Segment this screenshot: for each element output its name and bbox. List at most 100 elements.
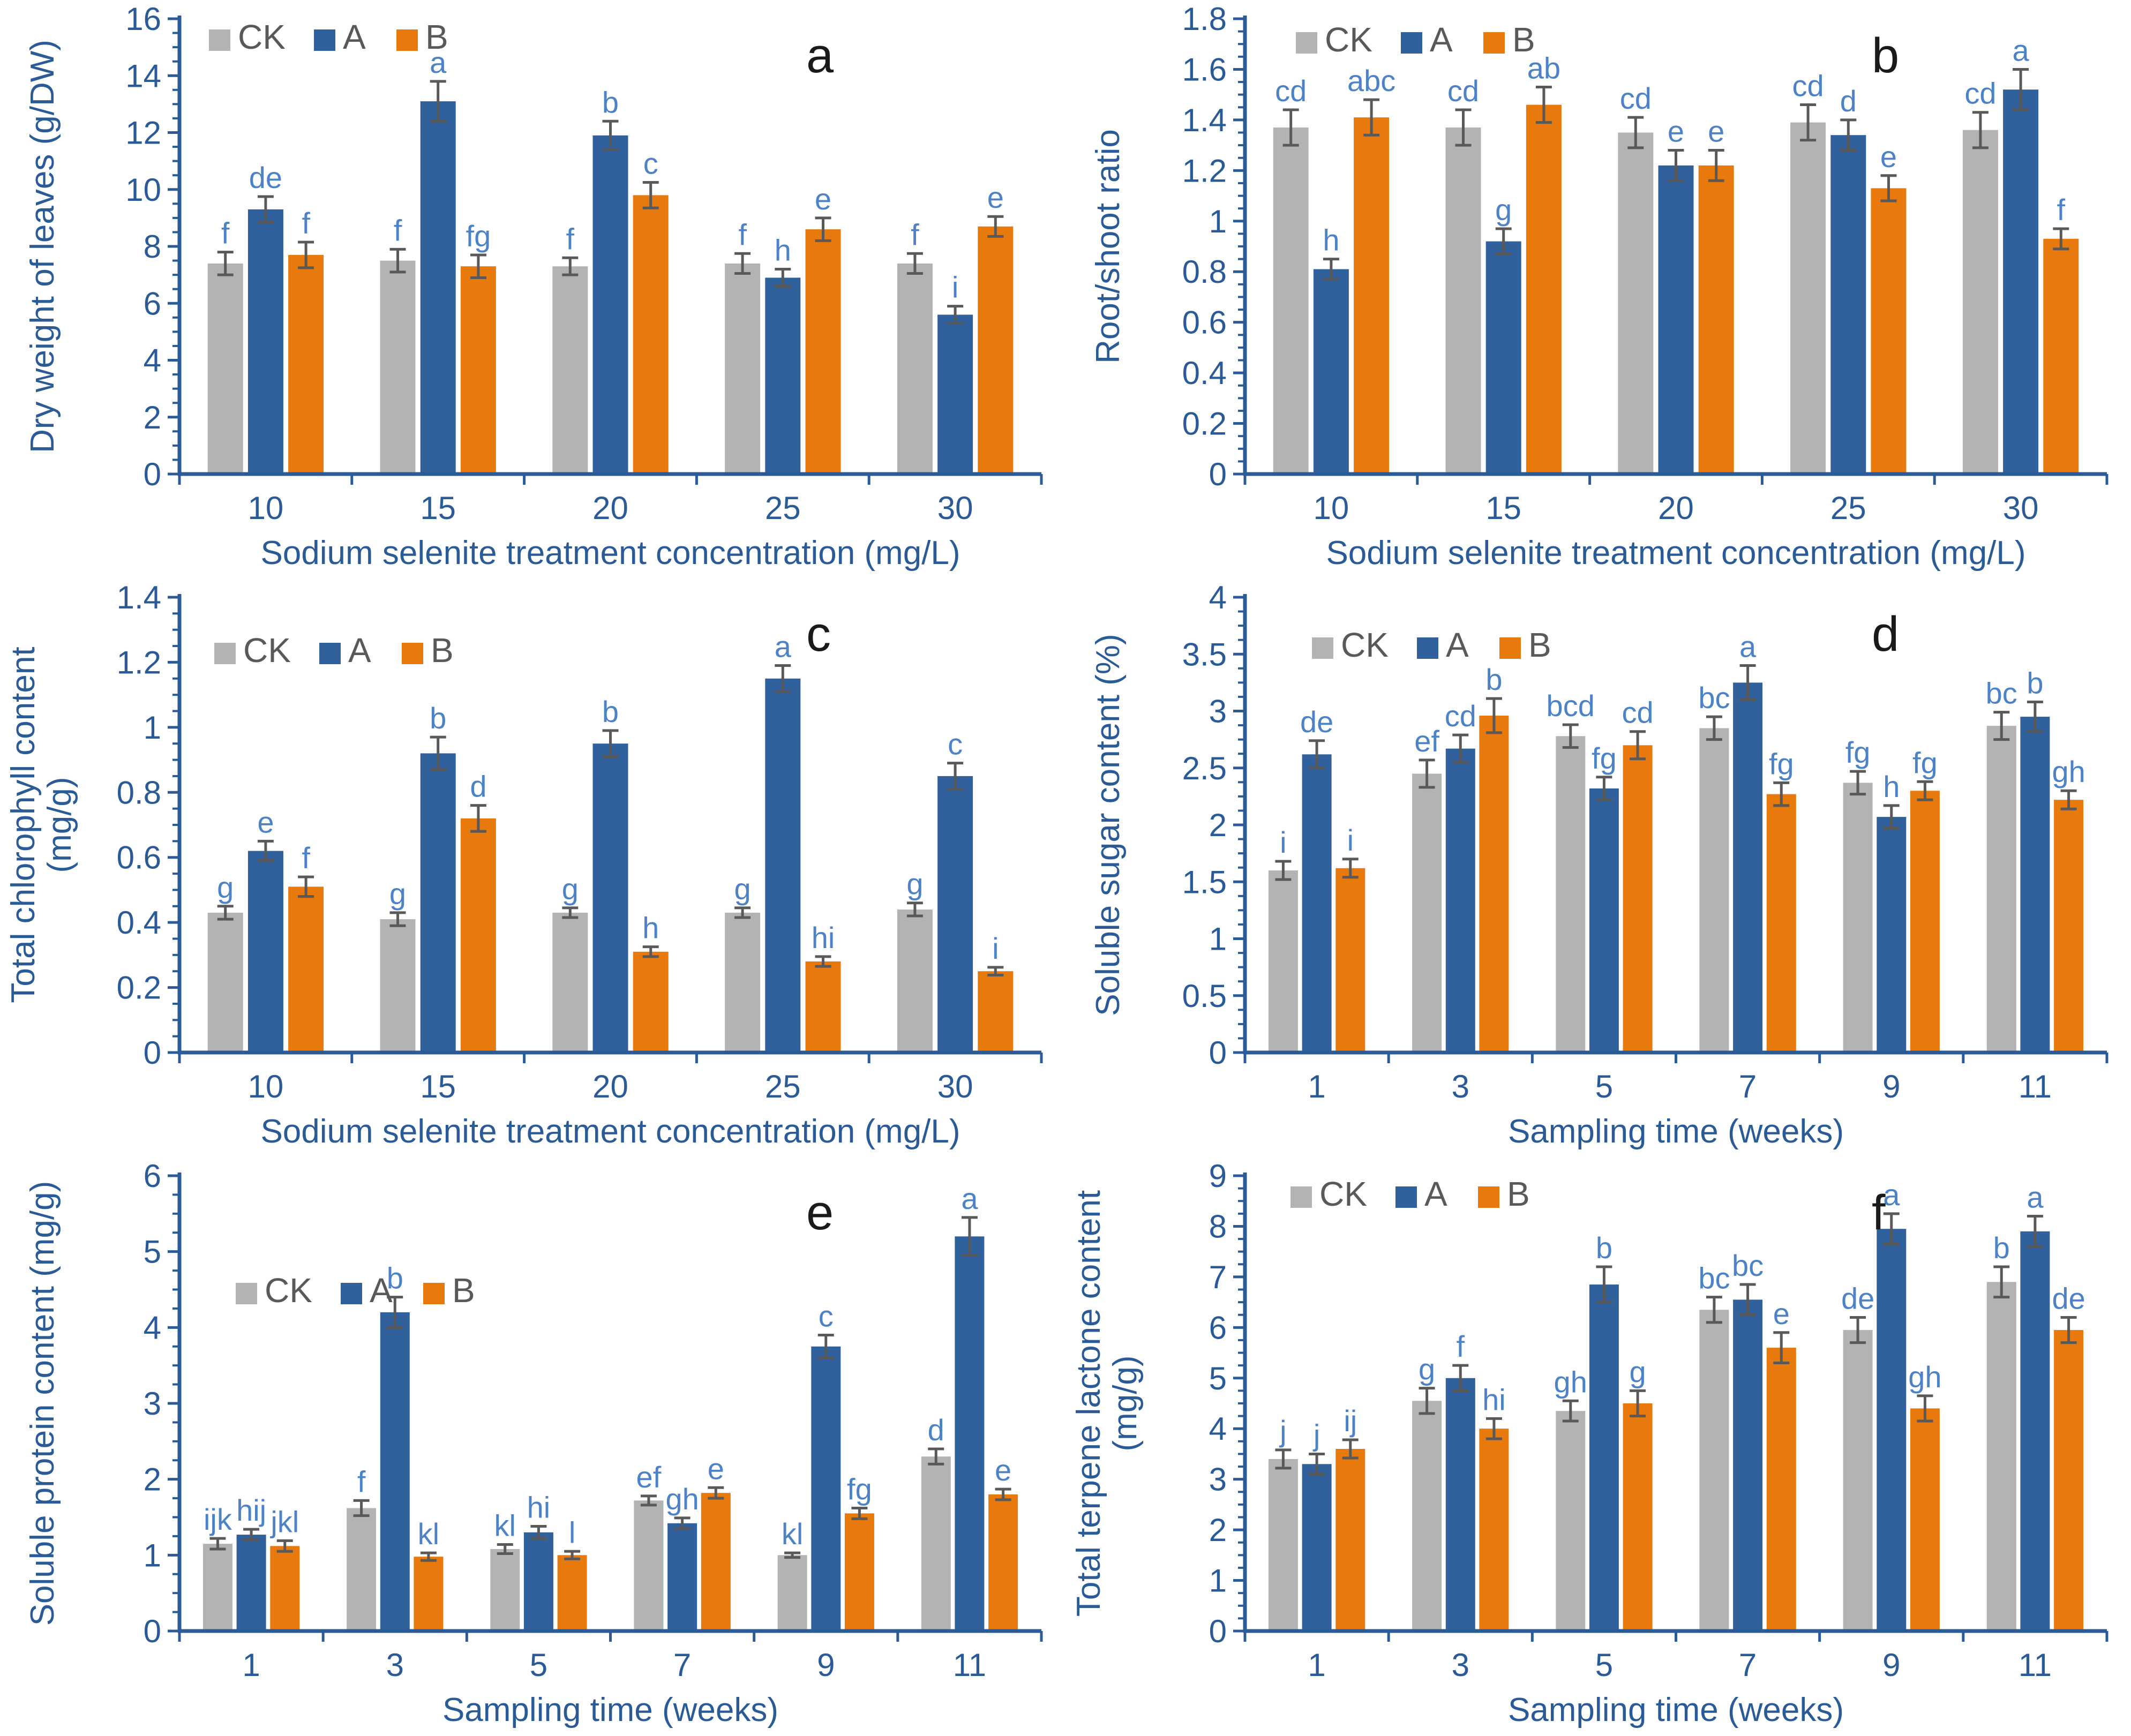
x-tick-label: 9 — [1882, 1647, 1900, 1683]
sig-letter: g — [734, 872, 751, 906]
sig-letter: h — [642, 911, 659, 945]
bar-A-15 — [1485, 241, 1521, 474]
sig-letter: cd — [1447, 74, 1479, 108]
x-tick-label: 15 — [420, 1069, 456, 1104]
bar-B-11 — [2054, 1330, 2084, 1631]
bar-CK-20 — [552, 912, 588, 1053]
y-tick-label: 5 — [144, 1234, 161, 1270]
sig-letter: ef — [636, 1460, 662, 1494]
bar-CK-3 — [347, 1508, 377, 1631]
y-tick-label: 4 — [1209, 580, 1227, 615]
error-bars — [1282, 67, 2069, 281]
bar-B-11 — [2054, 800, 2084, 1053]
bar-B-5 — [1623, 745, 1653, 1053]
bar-A-11 — [2020, 717, 2050, 1053]
y-tick-label: 0.2 — [1182, 406, 1227, 442]
x-ticks: 1 3 5 7 9 11 — [178, 1631, 1043, 1683]
legend-label: CK — [265, 1271, 312, 1310]
panel-letter: b — [1872, 28, 1899, 83]
x-tick-label: 30 — [937, 1069, 973, 1104]
y-tick-label: 16 — [125, 1, 161, 37]
legend-swatch-B — [1478, 1186, 1499, 1208]
sig-letter: g — [389, 877, 406, 911]
bar-CK-20 — [552, 266, 588, 474]
x-tick-label: 25 — [1830, 490, 1866, 526]
sig-letter: b — [2027, 666, 2043, 700]
x-ticks: 10 15 20 25 30 — [1243, 474, 2109, 526]
sig-letter: a — [775, 630, 792, 664]
legend-swatch-B — [1499, 637, 1521, 659]
sig-letter: a — [430, 46, 447, 79]
bar-CK-1 — [1268, 1459, 1298, 1631]
bar-B-30 — [2043, 238, 2079, 474]
bar-B-1 — [270, 1546, 300, 1631]
sig-letter: e — [708, 1452, 724, 1485]
y-tick-label: 1.4 — [117, 580, 161, 615]
bar-CK-5 — [490, 1549, 520, 1631]
y-ticks: 0 2 4 6 8 10 12 14 16 — [125, 1, 179, 492]
y-tick-label: 1 — [144, 710, 161, 746]
sig-letter: i — [1347, 823, 1354, 857]
sig-letter: b — [602, 85, 619, 119]
y-tick-label: 0 — [144, 456, 161, 492]
x-tick-label: 25 — [765, 1069, 801, 1104]
error-bars — [1275, 664, 2077, 881]
bar-CK-7 — [634, 1500, 664, 1631]
sig-letter: bc — [1732, 1249, 1764, 1282]
x-ticks: 10 15 20 25 30 — [178, 1053, 1043, 1104]
sig-letter: e — [815, 182, 831, 216]
x-tick-label: 3 — [1452, 1647, 1469, 1683]
bar-A-20 — [592, 743, 628, 1053]
legend-swatch-A — [1401, 32, 1422, 54]
legend: CK A B — [209, 18, 448, 56]
sig-letter: d — [470, 770, 486, 803]
bar-A-5 — [523, 1532, 553, 1631]
axes — [1243, 1173, 2107, 1633]
sig-letter: e — [987, 181, 1004, 214]
y-axis-title: Soluble sugar content (%) — [1090, 634, 1127, 1016]
bar-B-3 — [414, 1557, 444, 1631]
bar-CK-10 — [207, 263, 243, 474]
sig-letter: j — [1279, 1414, 1286, 1448]
x-axis-title: Sampling time (weeks) — [442, 1692, 778, 1729]
legend-swatch-CK — [214, 643, 236, 664]
bar-B-30 — [978, 971, 1014, 1053]
legend-label: B — [1512, 20, 1535, 59]
bar-CK-1 — [202, 1544, 232, 1631]
legend-swatch-A — [341, 1283, 362, 1304]
bar-CK-25 — [725, 263, 761, 474]
bar-CK-3 — [1412, 773, 1442, 1053]
panel-letter: a — [806, 28, 834, 83]
bar-A-10 — [247, 209, 283, 474]
bar-B-3 — [1479, 716, 1509, 1053]
sig-letter: a — [2027, 1181, 2044, 1214]
sig-letter: ef — [1414, 724, 1439, 758]
legend-swatch-A — [1395, 1186, 1417, 1208]
sig-letter: f — [738, 217, 747, 251]
sig-letter: fg — [1769, 747, 1794, 780]
bar-CK-9 — [777, 1555, 807, 1631]
y-tick-label: 0.5 — [1182, 978, 1227, 1014]
bar-B-20 — [633, 951, 669, 1053]
bar-B-1 — [1335, 868, 1365, 1053]
bar-A-3 — [1445, 1378, 1475, 1631]
bar-CK-5 — [1556, 1411, 1586, 1631]
y-tick-label: 2 — [144, 400, 161, 435]
legend-swatch-B — [1483, 32, 1505, 54]
bar-B-15 — [460, 818, 496, 1053]
sig-letter: de — [2052, 1281, 2085, 1315]
x-tick-label: 10 — [248, 490, 284, 526]
y-ticks: 0 0.5 1 1.5 2 2.5 3 3.5 4 — [1182, 580, 1245, 1071]
bar-A-7 — [667, 1523, 697, 1631]
y-tick-label: 4 — [144, 343, 161, 379]
sig-letter: i — [952, 270, 958, 304]
sig-letter: a — [1883, 1178, 1900, 1212]
bar-B-30 — [978, 226, 1014, 474]
y-tick-label: 0 — [144, 1613, 161, 1649]
sig-letter: f — [566, 222, 575, 255]
x-axis-title: Sampling time (weeks) — [1508, 1692, 1844, 1729]
sig-letter: cd — [1620, 81, 1652, 115]
